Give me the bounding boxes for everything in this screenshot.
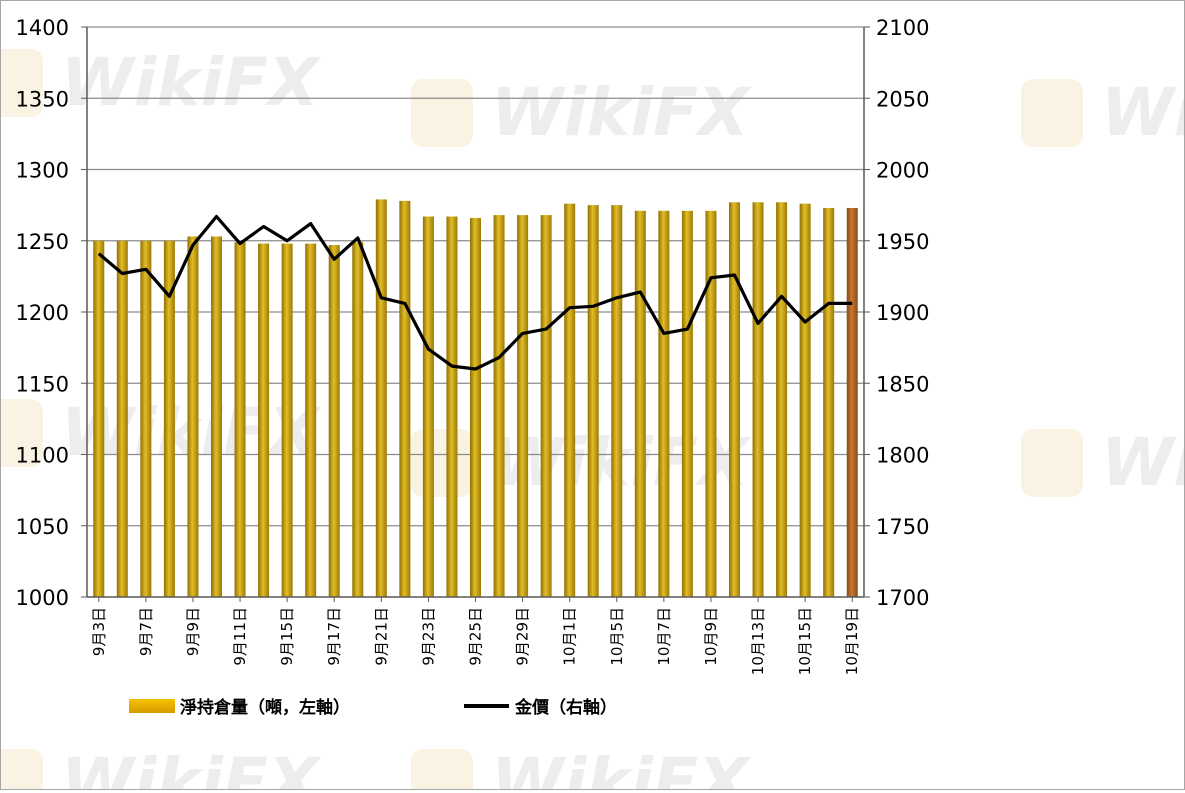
left-axis-tick-label: 1150 (16, 372, 69, 396)
bar (752, 202, 764, 597)
right-axis-tick-label: 2050 (876, 87, 929, 111)
left-axis-tick-label: 1400 (16, 16, 69, 40)
watermark-text: WikiFX (61, 744, 322, 789)
watermark-text: WikiFX (491, 744, 752, 789)
bar (681, 210, 693, 597)
x-axis-tick-label: 9月15日 (278, 607, 296, 666)
bar (540, 215, 552, 597)
watermark-text: WikiFX (491, 74, 752, 151)
bar (258, 243, 270, 597)
bar (281, 243, 293, 597)
bar (470, 217, 481, 597)
bar (328, 245, 340, 597)
x-axis-tick-label: 9月17日 (325, 607, 343, 666)
legend-line-label: 金價（右軸） (514, 697, 617, 718)
bar (799, 203, 811, 597)
bar (375, 199, 387, 598)
watermark-logo-icon (0, 749, 43, 793)
bar (705, 210, 717, 597)
bar (729, 202, 740, 597)
left-axis-tick-label: 1000 (16, 586, 69, 610)
left-axis-tick-label: 1050 (16, 515, 69, 539)
x-axis-tick-label: 9月29日 (514, 607, 532, 666)
legend: 淨持倉量（噸，左軸） 金價（右軸） (129, 697, 617, 718)
axes: 1000 1050 1100 1150 1200 1250 1300 1350 1400 1700… (16, 16, 930, 675)
x-axis-tick-label: 9月25日 (467, 607, 485, 666)
bar (658, 210, 670, 597)
legend-bar-label: 淨持倉量（噸，左軸） (180, 697, 350, 718)
x-axis-tick-label: 10月19日 (843, 607, 861, 675)
price-line (97, 214, 853, 371)
watermark-logo-icon (1021, 79, 1083, 147)
x-axis-tick-label: 10月1日 (561, 607, 579, 666)
bar (305, 243, 317, 597)
right-axis-tick-label: 2000 (876, 159, 929, 183)
bar (634, 210, 646, 597)
x-axis-tick-label: 10月5日 (608, 607, 626, 666)
right-axis-tick-label: 1750 (876, 515, 929, 539)
watermark-logo-icon (411, 429, 473, 497)
bar (163, 240, 175, 597)
bar (93, 240, 105, 597)
watermark-text: WikiFX (1101, 74, 1184, 151)
bar (776, 202, 788, 597)
bar (116, 240, 128, 597)
x-axis-tick-label: 9月7日 (137, 607, 155, 656)
x-axis-tick-label: 9月3日 (90, 607, 108, 656)
right-axis-tick-label: 1700 (876, 586, 929, 610)
x-axis-tick-label: 9月11日 (231, 607, 249, 666)
watermark-text: WikiFX (1101, 424, 1184, 501)
bar (493, 215, 505, 597)
line-series (97, 214, 853, 371)
watermark-logo-icon (411, 749, 473, 793)
watermark-logo-icon (1021, 429, 1083, 497)
bar (187, 236, 199, 597)
x-axis-tick-label: 10月15日 (796, 607, 814, 675)
bar (564, 203, 576, 597)
bar (211, 236, 222, 597)
bar (446, 216, 458, 597)
watermark-logo-icon (411, 79, 473, 147)
bar-series (93, 199, 858, 598)
left-axis-tick-label: 1300 (16, 159, 69, 183)
left-axis-tick-label: 1250 (16, 230, 69, 254)
legend-bar-swatch (129, 699, 175, 713)
right-axis-tick-label: 1950 (876, 230, 929, 254)
bar (352, 242, 364, 598)
x-axis-tick-label: 10月13日 (749, 607, 767, 675)
x-axis-tick-label: 10月7日 (655, 607, 673, 666)
bar (399, 200, 411, 597)
bar (234, 242, 246, 598)
bar (140, 240, 152, 597)
x-axis-tick-label: 9月21日 (372, 607, 390, 666)
bar (587, 205, 599, 597)
bar (846, 207, 858, 597)
right-axis-tick-label: 2100 (876, 16, 929, 40)
bar (823, 207, 835, 597)
left-axis-tick-label: 1200 (16, 301, 69, 325)
bar (422, 216, 434, 597)
watermark-logo-icon (0, 399, 43, 467)
left-axis-tick-label: 1350 (16, 87, 69, 111)
watermark-text: WikiFX (61, 44, 322, 121)
right-axis-tick-label: 1800 (876, 444, 929, 468)
x-axis-tick-label: 9月23日 (419, 607, 437, 666)
right-axis-tick-label: 1900 (876, 301, 929, 325)
bar (611, 205, 623, 597)
x-axis-tick-label: 9月9日 (184, 607, 202, 656)
bar (517, 215, 529, 597)
left-axis-tick-label: 1100 (16, 444, 69, 468)
watermark-logo-icon (0, 49, 43, 117)
x-axis-tick-label: 10月9日 (702, 607, 720, 666)
right-axis-tick-label: 1850 (876, 372, 929, 396)
